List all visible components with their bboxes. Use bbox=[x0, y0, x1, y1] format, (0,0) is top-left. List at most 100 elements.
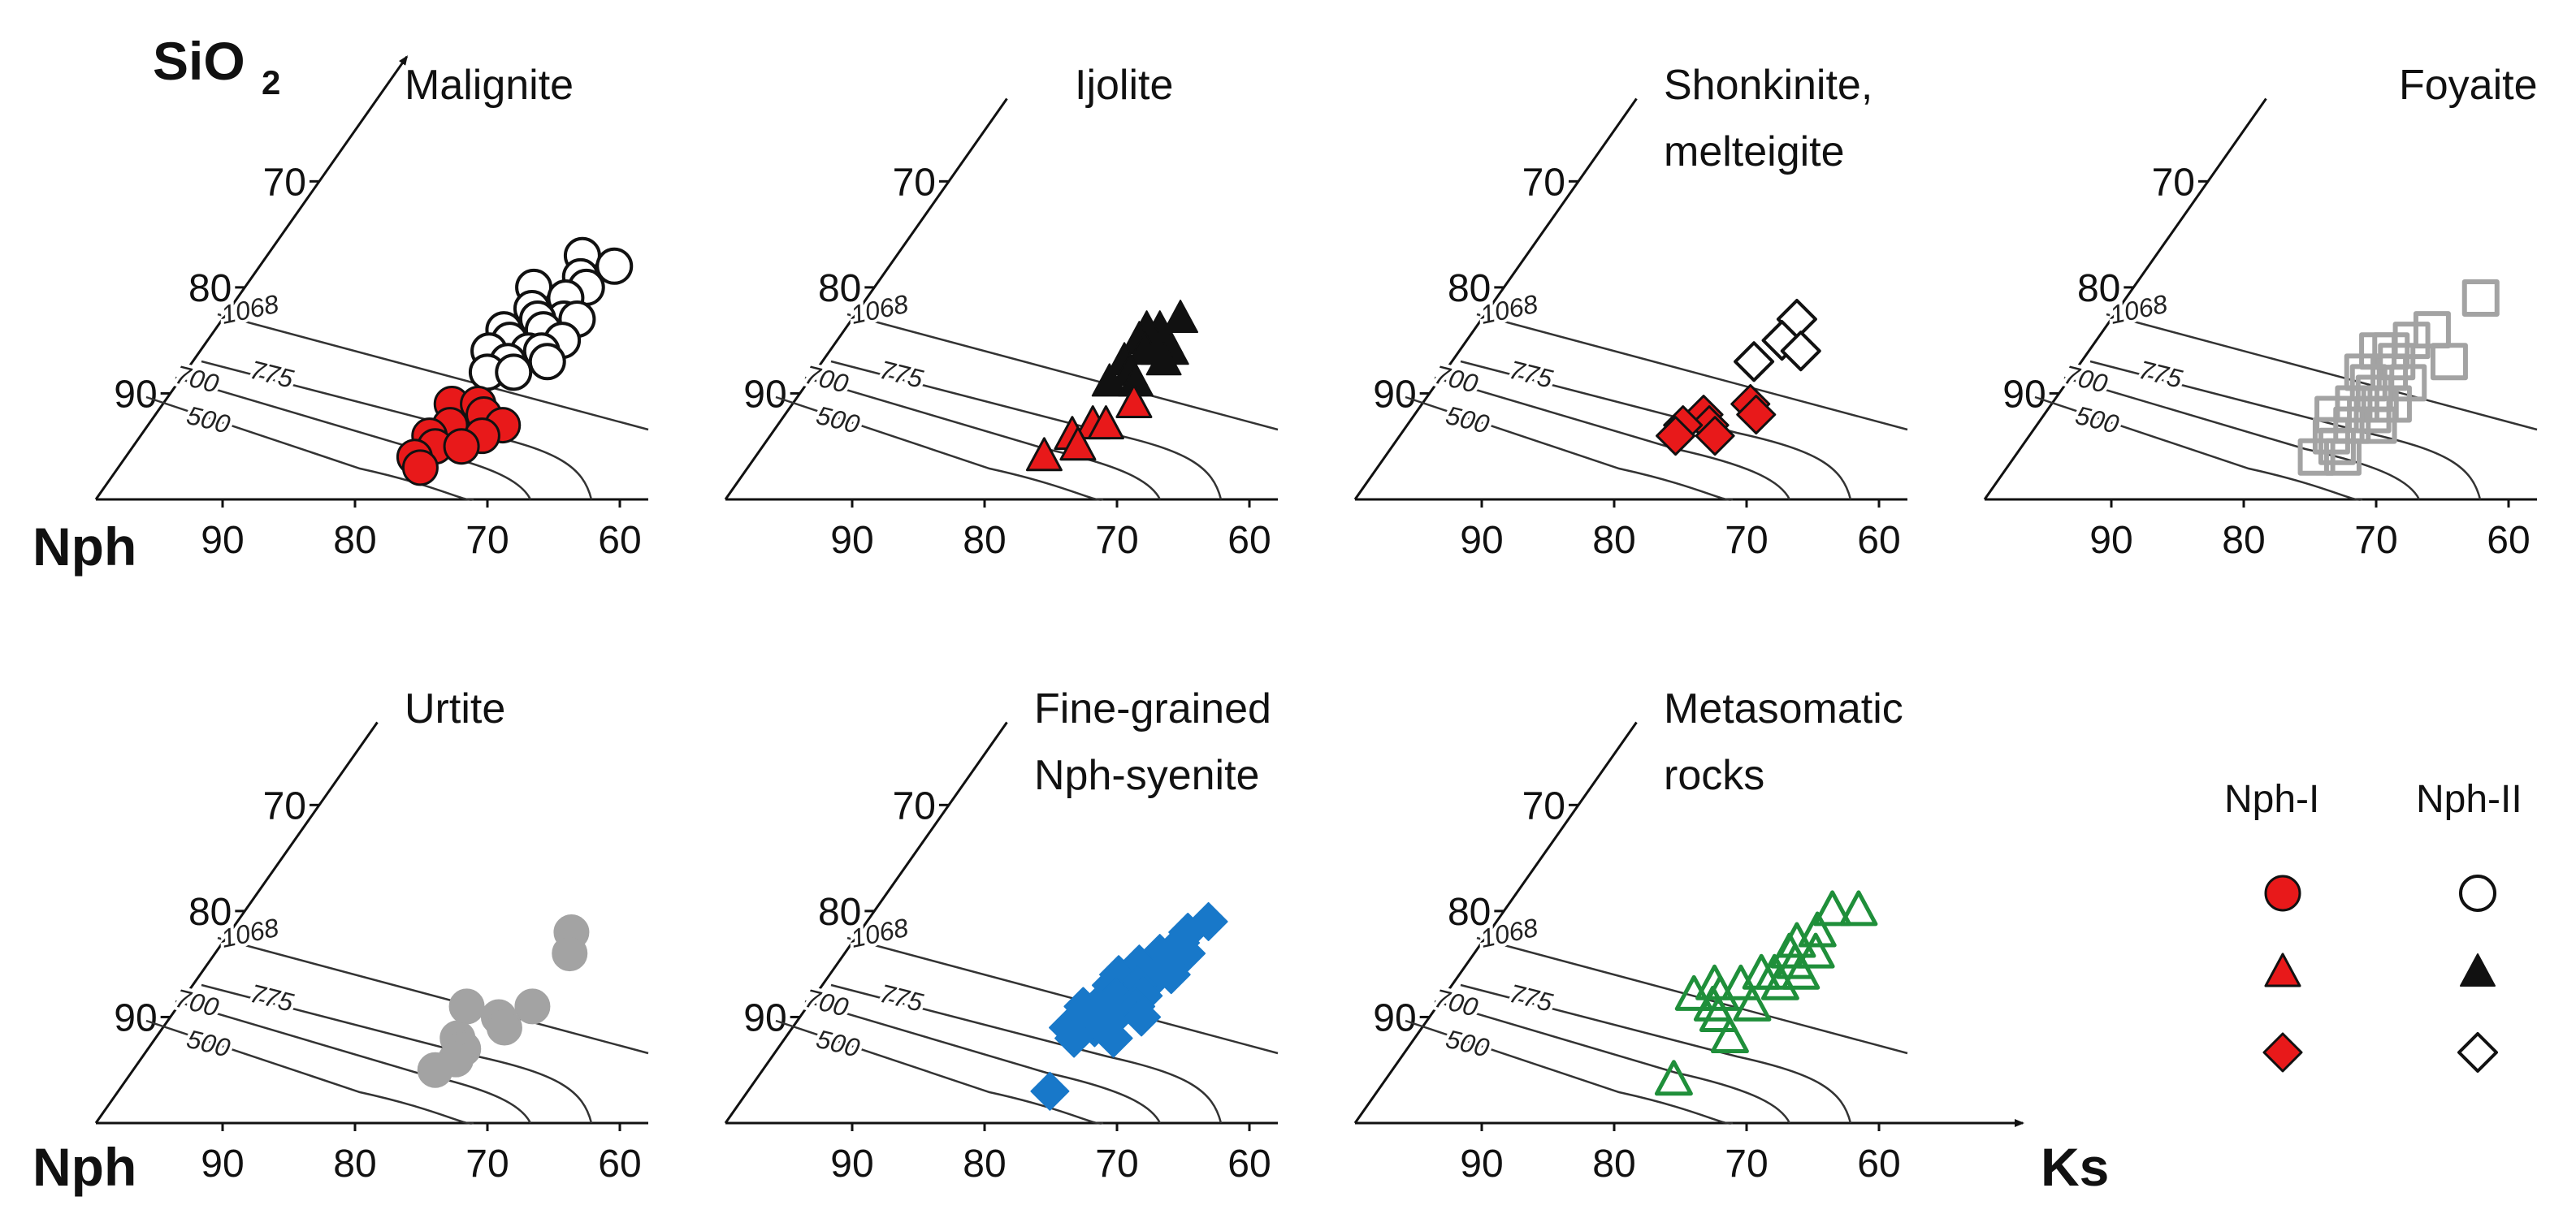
isotherm-curve bbox=[1434, 376, 1791, 500]
nepheline-axis-tick-label: 80 bbox=[333, 1143, 376, 1186]
nepheline-axis-tick-label: 60 bbox=[598, 1143, 641, 1186]
circle-data-point bbox=[514, 988, 551, 1025]
triangle-data-point bbox=[1760, 964, 1799, 1000]
triangle-data-point bbox=[1733, 985, 1772, 1022]
diamond-data-point bbox=[1734, 341, 1775, 382]
square-data-point bbox=[2335, 385, 2373, 423]
axis-arrows bbox=[376, 55, 2024, 1127]
isotherm-label: 775 bbox=[1506, 355, 1556, 394]
legend-markers bbox=[2262, 875, 2498, 1073]
silica-axis-tick-label: 90 bbox=[114, 373, 157, 416]
nepheline-axis-tick-label: 70 bbox=[2354, 519, 2397, 562]
triangle-data-point bbox=[1091, 363, 1128, 397]
triangle-data-point bbox=[1796, 932, 1835, 969]
silica-axis-tick-label: 90 bbox=[1373, 996, 1416, 1039]
nepheline-axis-tick-label: 80 bbox=[963, 519, 1006, 562]
nepheline-axis-tick-label: 60 bbox=[598, 519, 641, 562]
nepheline-axis-label-bottom-row: Nph bbox=[32, 1137, 136, 1197]
isotherm-label: 775 bbox=[877, 355, 926, 394]
isotherm-label: 500 bbox=[1443, 1024, 1492, 1063]
panel-title: Shonkinite, bbox=[1664, 62, 1872, 109]
square-data-point bbox=[2359, 406, 2397, 444]
square-data-point bbox=[2323, 438, 2362, 476]
nepheline-axis-label-top-row: Nph bbox=[32, 516, 136, 577]
diamond-data-point bbox=[1151, 955, 1191, 995]
nepheline-axis-tick-label: 90 bbox=[1460, 519, 1503, 562]
triangle-data-point bbox=[1162, 300, 1199, 334]
isotherm-curve bbox=[2106, 313, 2538, 431]
diamond-data-point bbox=[1093, 1018, 1133, 1058]
nepheline-axis-tick-label: 90 bbox=[201, 1143, 244, 1186]
silica-axis-tick-label: 80 bbox=[1448, 891, 1491, 934]
silica-axis-arrow bbox=[376, 55, 409, 100]
isotherm-curve bbox=[846, 313, 1279, 431]
isotherm-curve bbox=[1405, 395, 1734, 501]
nepheline-axis-tick-label: 60 bbox=[1857, 519, 1900, 562]
nepheline-axis-tick-label: 90 bbox=[830, 519, 873, 562]
isotherm-curve bbox=[804, 376, 1162, 500]
isotherm-curve bbox=[2034, 395, 2363, 501]
silica-axis-tick-label: 70 bbox=[263, 784, 306, 827]
ternary-panel: 90 80 70 607080901068775700500Fine-grainedN… bbox=[724, 685, 1279, 1186]
triangle-data-point bbox=[1059, 426, 1097, 461]
isotherm-curve bbox=[1460, 983, 1852, 1124]
circle-data-point bbox=[417, 1052, 453, 1088]
nepheline-axis-tick-label: 70 bbox=[1725, 1143, 1768, 1186]
silica-axis-line bbox=[724, 721, 1008, 1124]
nepheline-axis-tick-label: 70 bbox=[1095, 519, 1138, 562]
nepheline-axis-tick-label: 70 bbox=[465, 519, 509, 562]
silica-axis-line bbox=[1353, 97, 1638, 500]
triangle-data-point bbox=[1145, 342, 1182, 376]
silica-axis-line bbox=[1983, 97, 2267, 500]
silica-axis-tick-label: 80 bbox=[2077, 267, 2120, 310]
square-data-point bbox=[2461, 279, 2500, 317]
isotherm-curve bbox=[804, 1000, 1162, 1124]
triangle-data-point bbox=[1115, 384, 1153, 418]
legend: Nph-I Nph-II bbox=[2224, 778, 2522, 1073]
legend-nph-i-circle-marker bbox=[2264, 875, 2301, 912]
isotherm-label: 500 bbox=[813, 1024, 863, 1063]
nepheline-axis-tick-label: 90 bbox=[2089, 519, 2132, 562]
triangle-data-point bbox=[1721, 964, 1760, 1000]
triangle-data-point bbox=[1699, 996, 1738, 1032]
isotherm-curve bbox=[1476, 313, 1908, 431]
triangle-data-point bbox=[1025, 437, 1063, 472]
silica-axis-tick-label: 90 bbox=[114, 996, 157, 1039]
silica-axis-line bbox=[94, 721, 379, 1124]
triangle-data-point bbox=[1710, 1017, 1749, 1054]
legend-header-nph-ii: Nph-II bbox=[2416, 778, 2522, 821]
legend-header-nph-i: Nph-I bbox=[2224, 778, 2319, 821]
nepheline-axis-tick-label: 90 bbox=[830, 1143, 873, 1186]
isotherm-label: 500 bbox=[1443, 400, 1492, 439]
silica-axis-tick-label: 80 bbox=[818, 891, 861, 934]
triangle-data-point bbox=[1798, 911, 1837, 948]
isotherm-curve bbox=[217, 313, 649, 431]
panel-title: Urtite bbox=[405, 685, 505, 732]
isotherm-curve bbox=[1405, 1019, 1734, 1125]
square-data-point bbox=[2430, 343, 2468, 381]
silica-axis-line bbox=[94, 97, 379, 500]
square-data-point bbox=[2297, 438, 2336, 476]
silica-axis-tick-label: 80 bbox=[1448, 267, 1491, 310]
silica-axis-tick-label: 80 bbox=[188, 891, 232, 934]
diamond-data-point bbox=[1122, 997, 1162, 1037]
isotherm-curve bbox=[1476, 936, 1908, 1055]
silica-axis-tick-label: 90 bbox=[1373, 373, 1416, 416]
silica-axis-label-subscript: 2 bbox=[262, 63, 280, 102]
silica-axis-tick-label: 70 bbox=[263, 161, 306, 204]
diamond-data-point bbox=[1054, 1018, 1094, 1058]
silica-axis-tick-label: 80 bbox=[818, 267, 861, 310]
legend-nph-ii-diamond-marker bbox=[2457, 1032, 2498, 1073]
silica-axis-tick-label: 70 bbox=[1522, 161, 1565, 204]
nepheline-axis-tick-label: 60 bbox=[1227, 1143, 1271, 1186]
nepheline-axis-tick-label: 60 bbox=[2487, 519, 2530, 562]
circle-data-point bbox=[528, 343, 566, 381]
isotherm-label: 775 bbox=[1506, 979, 1556, 1017]
isotherm-curve bbox=[217, 936, 649, 1055]
legend-nph-i-diamond-marker bbox=[2262, 1032, 2303, 1073]
triangle-data-point bbox=[1087, 405, 1124, 440]
silica-axis-line bbox=[724, 97, 1008, 500]
